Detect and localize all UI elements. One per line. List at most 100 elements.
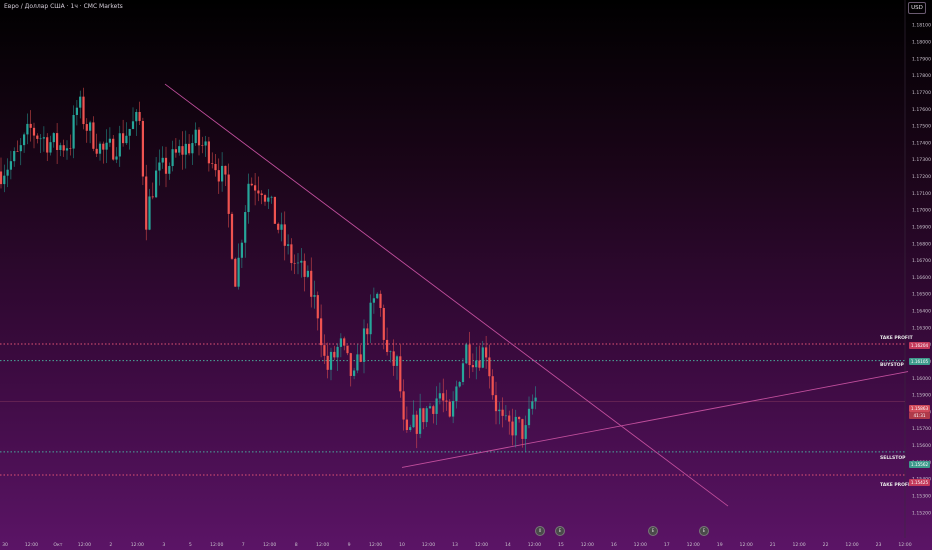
y-tick-label: 1.17200 (912, 174, 931, 180)
y-tick-label: 1.15200 (912, 510, 931, 516)
y-tick-label: 1.18100 (912, 23, 931, 29)
candle-body (19, 145, 22, 152)
candle-body (98, 143, 102, 154)
y-tick-label: 1.17400 (912, 140, 931, 146)
y-tick-label: 1.16900 (912, 224, 931, 230)
candle-body (320, 318, 323, 346)
candle-body (184, 143, 187, 155)
x-tick-label: 12:00 (792, 542, 805, 548)
candle-body (128, 128, 131, 136)
candle-body (399, 356, 402, 392)
candle-body (89, 122, 92, 131)
candle-body (234, 258, 237, 287)
candle-body (415, 414, 418, 434)
trendline (164, 83, 729, 507)
candle-body (257, 190, 260, 194)
event-icon[interactable]: E (555, 526, 565, 536)
x-tick-label: 13 (452, 542, 458, 548)
candle-body (23, 134, 26, 146)
y-tick-label: 1.16500 (912, 292, 931, 298)
candle-body (395, 356, 399, 366)
candle-body (534, 397, 537, 402)
candle-body (62, 145, 65, 151)
y-tick-label: 1.16300 (912, 325, 931, 331)
candle-body (303, 260, 306, 277)
candle-body (174, 149, 177, 153)
x-tick-label: 3 (162, 542, 165, 548)
x-tick-label: 12:00 (316, 542, 329, 548)
candle-body (230, 213, 234, 259)
candle-body (379, 293, 382, 308)
candle-body (217, 170, 220, 182)
take-profit-lower-label: TAKE PROFIT (880, 483, 913, 488)
candle-body (283, 224, 286, 246)
candle-body (280, 224, 283, 230)
candle-body (155, 170, 158, 198)
candle-body (250, 183, 253, 186)
candle-body (240, 242, 243, 258)
x-tick-label: 14 (505, 542, 511, 548)
x-tick-label: 19 (717, 542, 723, 548)
x-tick-label: 12:00 (528, 542, 541, 548)
candle-body (82, 96, 85, 125)
candle-body (491, 376, 494, 396)
candle-body (524, 425, 527, 439)
candle-body (455, 386, 458, 402)
candle-body (0, 171, 3, 185)
candle-body (376, 293, 379, 299)
candle-body (247, 183, 250, 213)
candle-body (478, 360, 481, 368)
candle-body (300, 260, 303, 263)
candle-body (339, 338, 342, 347)
candle-body (287, 244, 290, 246)
x-tick-label: 12:00 (687, 542, 700, 548)
candle-body (141, 120, 144, 177)
candle-body (92, 122, 95, 149)
event-icon[interactable]: E (699, 526, 709, 536)
candle-body (306, 270, 309, 277)
tp-lower-price-badge: 1.15425 (909, 479, 930, 486)
candle-body (46, 137, 49, 153)
candle-body (135, 111, 138, 122)
candle-body (438, 393, 441, 399)
candle-body (26, 123, 29, 135)
candle-body (115, 156, 118, 160)
event-icon[interactable]: E (648, 526, 658, 536)
candle-body (419, 408, 422, 434)
candle-body (481, 347, 484, 368)
candle-body (488, 357, 491, 377)
candle-body (244, 212, 247, 243)
tp-upper-price-badge: 1.16204 (909, 342, 930, 349)
x-tick-label: 12:00 (475, 542, 488, 548)
candle-body (201, 145, 204, 146)
candle-body (405, 419, 408, 430)
candle-body (227, 174, 230, 214)
y-tick-label: 1.17600 (912, 107, 931, 113)
candle-body (501, 409, 504, 416)
candle-body (475, 360, 478, 368)
y-tick-label: 1.17700 (912, 90, 931, 96)
event-icon[interactable]: 0 (535, 526, 545, 536)
candle-body (224, 165, 227, 175)
candle-body (3, 175, 6, 185)
candle-body (79, 96, 82, 108)
candle-body (125, 135, 128, 144)
candle-body (362, 328, 366, 362)
currency-button[interactable]: USD (908, 2, 926, 14)
candle-body (85, 124, 88, 131)
candle-body (102, 143, 105, 150)
candle-body (349, 353, 352, 376)
candle-body (392, 351, 395, 366)
candle-body (221, 165, 224, 182)
candle-body (9, 161, 12, 170)
y-tick-label: 1.16700 (912, 258, 931, 264)
x-tick-label: 12:00 (581, 542, 594, 548)
candle-body (372, 298, 375, 303)
candle-body (158, 162, 161, 171)
x-tick-label: 8 (295, 542, 298, 548)
candle-body (333, 351, 336, 358)
candle-body (425, 408, 428, 423)
candle-body (428, 406, 432, 409)
take-profit-upper-label: TAKE PROFIT (880, 336, 913, 341)
